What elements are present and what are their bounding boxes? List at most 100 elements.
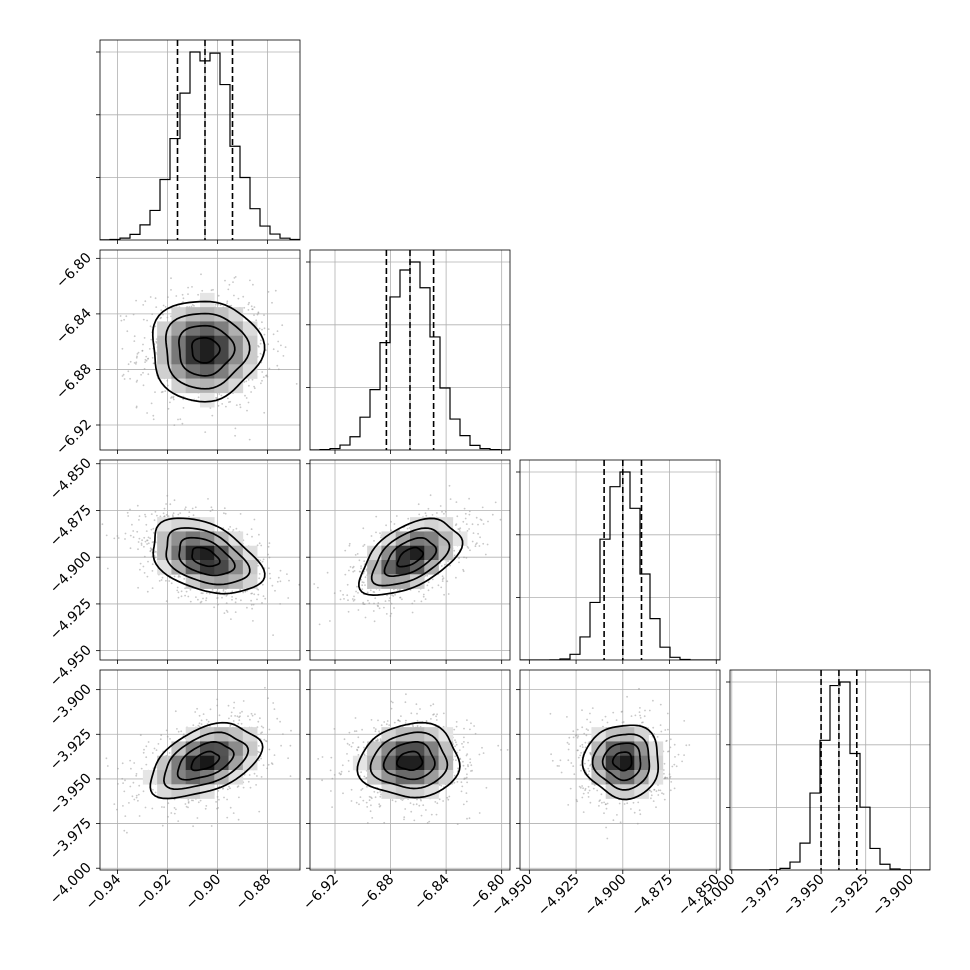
sample-point [225, 405, 227, 408]
sample-point [252, 603, 255, 606]
sample-point [663, 762, 666, 765]
density-area [313, 484, 502, 626]
sample-point [444, 510, 447, 513]
sample-point [184, 506, 187, 509]
sample-point [446, 796, 449, 799]
sample-point [394, 800, 397, 803]
sample-point [347, 599, 349, 602]
sample-point [390, 700, 393, 703]
sample-point [313, 583, 316, 585]
sample-point [232, 812, 235, 814]
sample-point [142, 790, 145, 793]
sample-point [390, 529, 392, 531]
sample-point [464, 517, 467, 520]
sample-point [582, 811, 585, 813]
sample-point [475, 516, 478, 519]
sample-point [465, 523, 468, 525]
sample-point [239, 715, 241, 718]
sample-point [352, 570, 355, 573]
sample-point [137, 548, 139, 551]
sample-point [634, 714, 637, 717]
sample-point [187, 799, 190, 801]
sample-point [664, 777, 666, 780]
sample-point [126, 831, 128, 834]
sample-point [217, 807, 220, 809]
sample-point [287, 597, 290, 599]
y-tick-label: −4.925 [47, 595, 95, 643]
sample-point [438, 798, 441, 801]
sample-point [247, 309, 250, 311]
sample-point [258, 577, 261, 580]
sample-point [371, 817, 374, 819]
sample-point [639, 813, 642, 816]
sample-point [144, 540, 147, 543]
sample-point [122, 805, 124, 807]
sample-point [669, 746, 672, 749]
sample-point [225, 609, 228, 612]
sample-point [173, 812, 176, 815]
sample-point [497, 744, 500, 747]
sample-point [135, 356, 138, 359]
sample-point [238, 719, 241, 722]
sample-point [253, 314, 255, 316]
sample-point [556, 765, 559, 767]
sample-point [173, 798, 176, 801]
sample-point [235, 404, 238, 406]
density-cell [200, 574, 215, 589]
sample-point [152, 414, 155, 417]
sample-point [566, 716, 568, 718]
sample-point [258, 327, 261, 330]
sample-point [374, 796, 377, 799]
sample-point [470, 722, 472, 725]
sample-point [184, 508, 186, 510]
sample-point [236, 715, 239, 718]
sample-point [273, 708, 276, 710]
sample-point [559, 759, 562, 762]
sample-point [262, 595, 265, 597]
sample-point [143, 748, 145, 751]
sample-point [180, 730, 183, 733]
sample-point [463, 741, 465, 743]
sample-point [133, 362, 136, 364]
sample-point [124, 779, 126, 782]
sample-point [123, 790, 126, 793]
sample-point [572, 730, 575, 733]
density-cell [620, 784, 635, 799]
sample-point [262, 726, 265, 729]
sample-point [355, 590, 357, 593]
sample-point [375, 515, 378, 518]
sample-point [163, 515, 166, 518]
y-tick-label: −3.900 [47, 681, 95, 729]
sample-point [576, 800, 579, 803]
sample-point [160, 309, 163, 311]
sample-point [212, 288, 214, 291]
sample-point [246, 533, 249, 536]
sample-point [587, 796, 590, 798]
density-cell [157, 545, 172, 561]
sample-point [347, 759, 350, 762]
sample-point [117, 783, 119, 785]
sample-point [572, 765, 575, 767]
sample-point [330, 756, 333, 759]
sample-point [393, 607, 395, 609]
sample-point [467, 765, 469, 768]
sample-point [279, 603, 281, 605]
sample-point [211, 414, 214, 417]
sample-point [142, 565, 145, 568]
sample-point [216, 597, 219, 599]
sample-point [669, 789, 672, 792]
sample-point [427, 589, 430, 592]
sample-point [135, 774, 138, 777]
sample-point [164, 390, 167, 392]
sample-point [132, 536, 135, 539]
sample-point [237, 722, 240, 725]
sample-point [458, 749, 461, 751]
sample-point [427, 581, 430, 584]
sample-point [175, 808, 177, 811]
sample-point [268, 367, 271, 370]
sample-point [191, 286, 193, 288]
sample-point [257, 720, 260, 723]
sample-point [260, 725, 263, 728]
sample-point [127, 515, 130, 517]
sample-point [220, 394, 223, 397]
